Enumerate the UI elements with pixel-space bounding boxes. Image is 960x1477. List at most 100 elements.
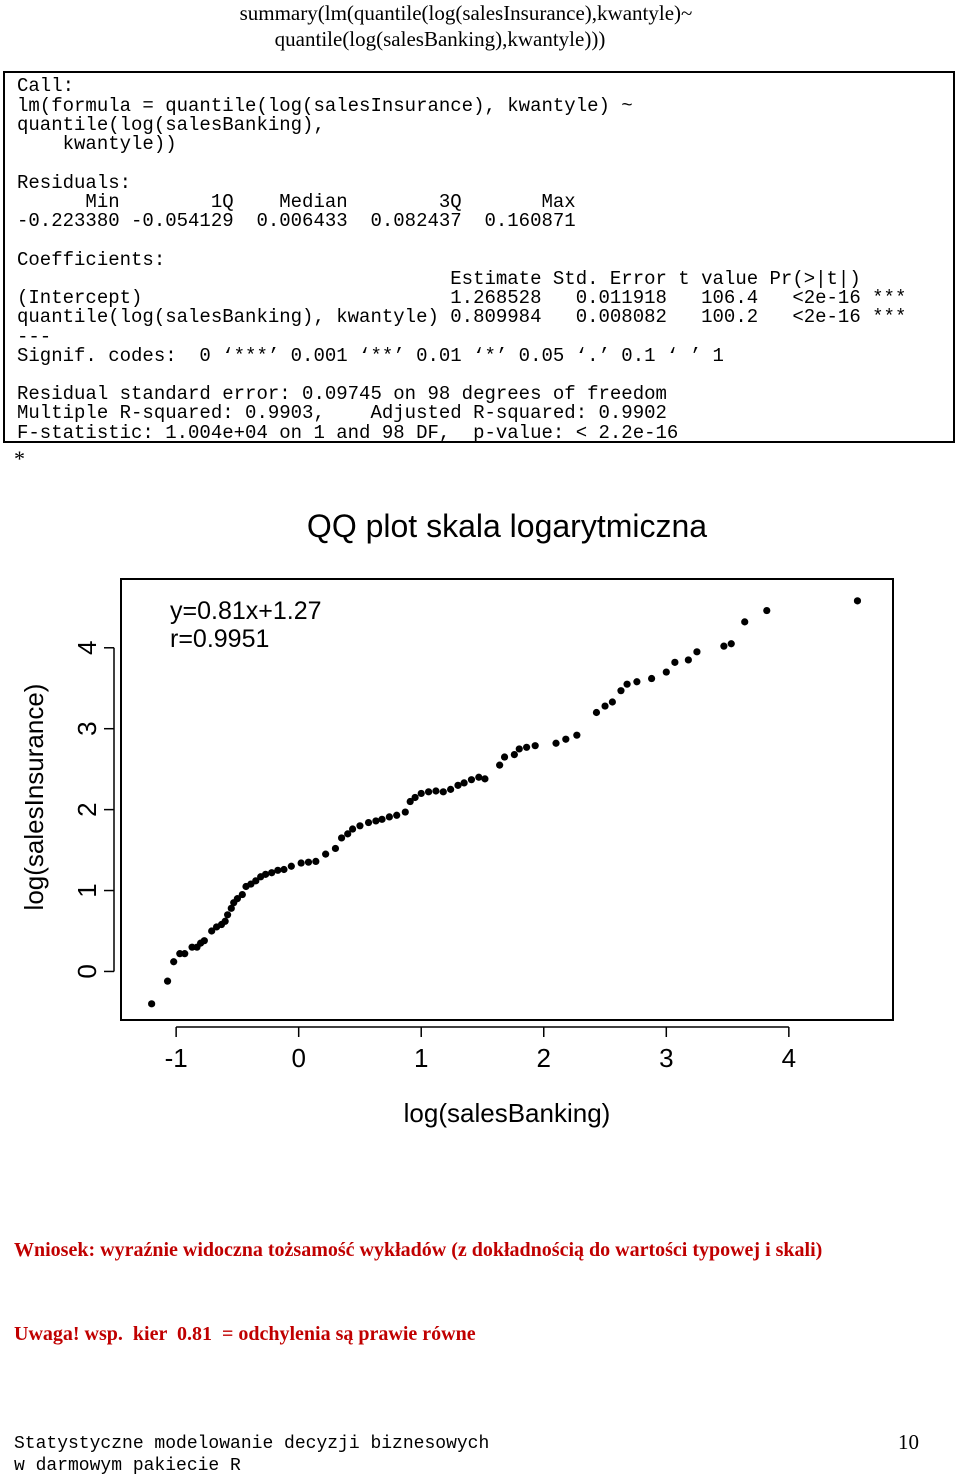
footer-course-title: Statystyczne modelowanie decyzji bizneso… [14, 1434, 490, 1454]
qq-plot: QQ plot skala logarytmiczna -1 0 1 2 3 4 0 1 2 3… [19, 508, 894, 1128]
data-point [268, 869, 276, 877]
r-output-line: quantile(log(salesBanking), kwantyle) 0.… [17, 306, 907, 328]
data-point [238, 890, 246, 899]
data-point [208, 927, 216, 935]
data-point [297, 859, 305, 867]
command-title-line2: quantile(log(salesBanking),kwantyle))) [274, 27, 606, 51]
data-point [447, 785, 455, 793]
data-point [148, 1000, 156, 1008]
data-point [337, 834, 346, 842]
r-output-line: Residuals: [17, 172, 132, 194]
r-output-line: F-statistic: 1.004e+04 on 1 and 98 DF, p… [17, 422, 679, 444]
data-point [647, 674, 656, 683]
y-axis-label: log(salesInsurance) [19, 684, 49, 911]
y-tick-label: 4 [72, 641, 102, 655]
x-tick-label: 0 [291, 1043, 305, 1073]
data-point [552, 739, 560, 747]
data-point [163, 977, 172, 985]
data-point [439, 788, 447, 796]
data-point [523, 743, 531, 751]
data-point [481, 775, 489, 783]
data-point [417, 789, 425, 798]
data-point [378, 815, 386, 823]
r-output-line: Min 1Q Median 3Q Max [17, 191, 576, 213]
x-axis: -1 0 1 2 3 4 [165, 1026, 796, 1073]
conclusion-line1: Wniosek: wyraźnie widoczna tożsamość wyk… [14, 1239, 823, 1261]
x-tick-label: 4 [782, 1043, 796, 1073]
data-points [148, 597, 862, 1008]
data-point [510, 750, 518, 759]
data-point [200, 937, 208, 945]
data-point [601, 702, 609, 710]
footer-subtitle: w darmowym pakiecie R [14, 1456, 241, 1476]
data-point [562, 735, 570, 743]
data-point [312, 857, 320, 866]
data-point [344, 830, 352, 838]
data-point [592, 708, 601, 717]
r-output-line: Residual standard error: 0.09745 on 98 d… [17, 383, 667, 405]
command-title-line1: summary(lm(quantile(log(salesInsurance),… [239, 1, 693, 25]
data-point [401, 808, 409, 816]
data-point [349, 825, 357, 833]
command-title: summary(lm(quantile(log(salesInsurance),… [0, 0, 960, 52]
data-point [720, 642, 728, 650]
data-point [475, 773, 483, 781]
data-point [411, 793, 419, 802]
data-point [227, 904, 235, 912]
data-point [233, 895, 242, 903]
data-point [496, 761, 504, 769]
data-point [515, 745, 523, 753]
plot-frame [120, 578, 894, 1021]
x-tick-label: 2 [537, 1043, 551, 1073]
x-tick-label: 1 [414, 1043, 428, 1073]
data-point [364, 818, 373, 827]
r-output-line: (Intercept) 1.268528 0.011918 106.4 <2e-… [17, 287, 907, 309]
data-point [763, 606, 771, 615]
data-point [467, 776, 476, 784]
data-point [617, 687, 625, 695]
annotation-correlation: r=0.9951 [170, 625, 269, 653]
data-point [684, 656, 692, 664]
data-point [287, 862, 295, 870]
chart-title: QQ plot skala logarytmiczna [307, 508, 707, 544]
data-point [372, 817, 380, 825]
data-point [693, 648, 701, 656]
r-output-line: -0.223380 -0.054129 0.006433 0.082437 0.… [17, 210, 576, 232]
asterisk-marker: * [14, 446, 25, 471]
data-point [261, 870, 270, 878]
data-point [432, 787, 440, 795]
data-point [460, 779, 468, 787]
r-output-line: quantile(log(salesBanking), [17, 114, 325, 136]
y-tick-label: 3 [72, 721, 102, 735]
data-point [356, 822, 364, 830]
data-point [274, 866, 282, 874]
data-point [727, 640, 735, 648]
data-point [671, 658, 679, 666]
y-tick-label: 1 [72, 883, 102, 897]
y-tick-label: 0 [72, 964, 102, 978]
r-output-line: Coefficients: [17, 249, 166, 271]
data-point [280, 865, 288, 874]
data-point [385, 813, 393, 821]
r-output-box: Call: lm(formula = quantile(log(salesInsu… [3, 71, 955, 443]
y-axis: 0 1 2 3 4 [72, 641, 115, 979]
data-point [662, 668, 670, 676]
r-output-line: kwantyle)) [17, 133, 177, 155]
data-point [221, 917, 229, 925]
data-point [623, 680, 631, 688]
data-point [331, 844, 340, 853]
data-point [252, 877, 260, 885]
r-output-line: Call: [17, 75, 75, 97]
conclusion-block: Wniosek: wyraźnie widoczna tożsamość wyk… [14, 1180, 822, 1376]
data-point [741, 618, 749, 626]
data-point [170, 958, 178, 966]
data-point [393, 811, 401, 819]
data-point [608, 698, 616, 706]
r-output-line: Estimate Std. Error t value Pr(>|t|) [17, 268, 861, 290]
r-output-line: Signif. codes: 0 ‘***’ 0.001 ‘**’ 0.01 ‘… [17, 345, 724, 367]
data-point [454, 781, 462, 789]
conclusion-line2: Uwaga! wsp. kier 0.81 = odchylenia są pr… [14, 1323, 476, 1345]
data-point [304, 858, 313, 866]
data-point [531, 742, 539, 750]
y-tick-label: 2 [72, 802, 102, 816]
